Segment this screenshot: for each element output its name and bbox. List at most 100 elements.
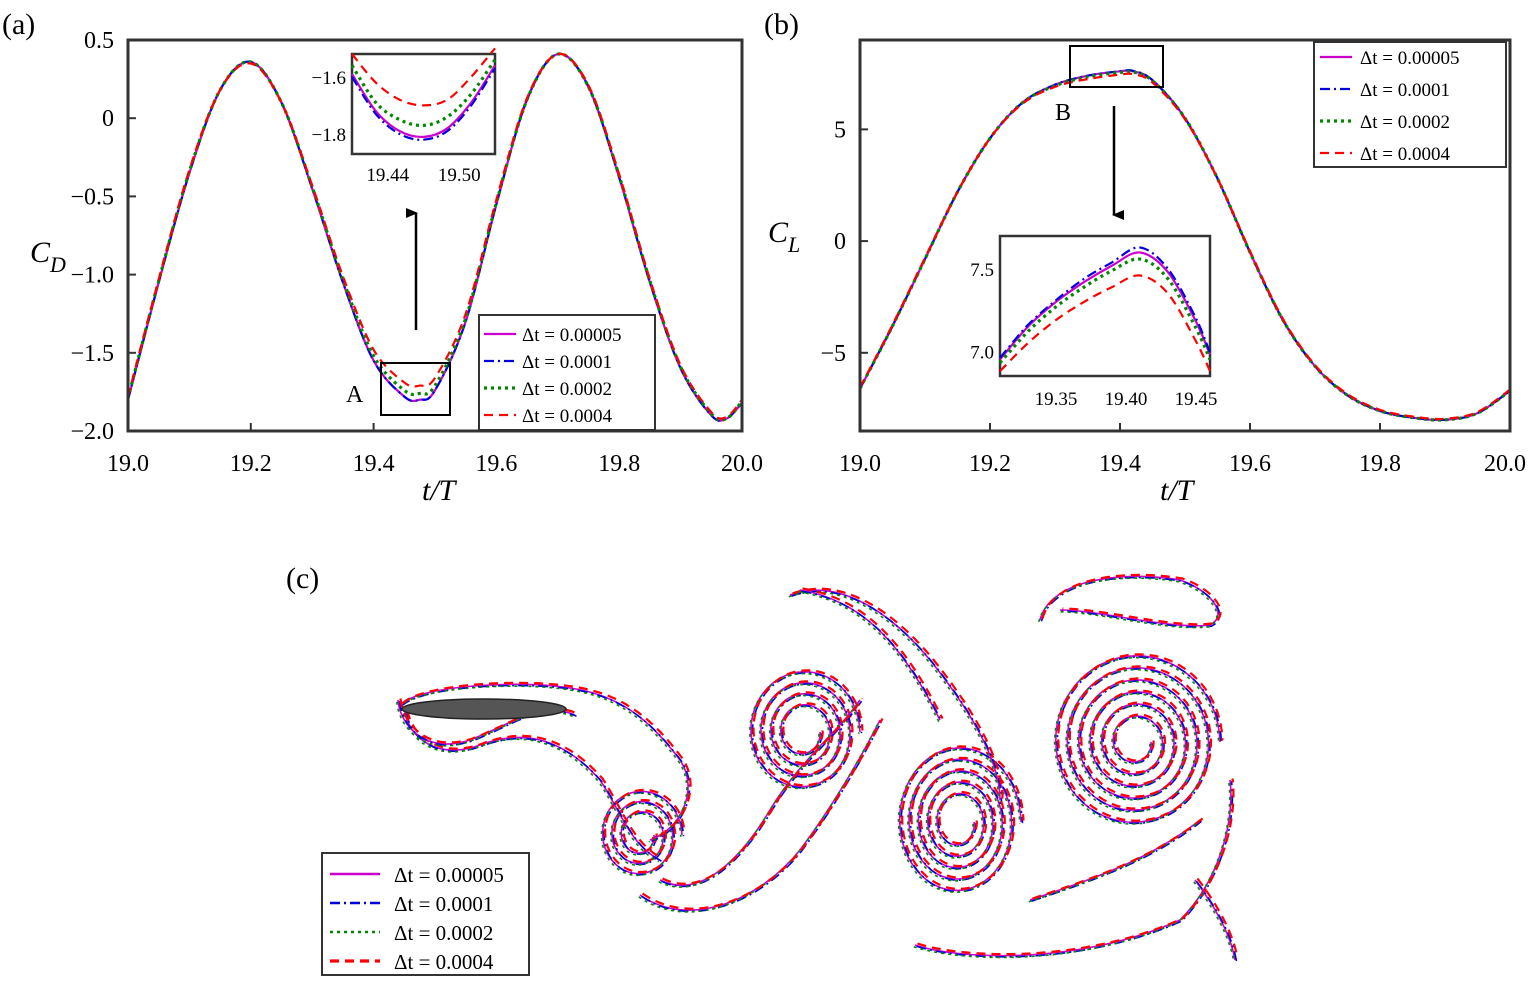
legend-c-label: Δt = 0.0004 xyxy=(394,950,494,974)
legend-b-entries: Δt = 0.00005 Δt = 0.0001 Δt = 0.0002 Δt = 0… xyxy=(1320,48,1459,165)
vortex-2-contour xyxy=(900,748,1024,893)
chart-b: 19.0 19.2 19.4 19.6 19.8 20.0 5 0 −5 CL t/T B 19… xyxy=(768,38,1526,507)
legend-b-label: Δt = 0.00005 xyxy=(1360,48,1459,69)
chart-a-xtick-label: 19.0 xyxy=(107,451,149,477)
chart-a: 19.0 19.2 19.4 19.6 19.8 20.0 0.5 0 −0.5 −1.0 −1.5… xyxy=(30,28,763,507)
shear-layer-lower-contour xyxy=(403,713,660,863)
vortex-3-contour xyxy=(1053,656,1220,825)
filament-3-contour xyxy=(788,591,1000,802)
inset-b-series-2 xyxy=(999,246,1212,359)
vortex-4-contour xyxy=(603,791,685,876)
filament-2-contour xyxy=(639,719,881,911)
chart-a-axes-frame xyxy=(126,38,744,433)
filament-6-contour xyxy=(916,781,1234,958)
chart-a-ytick-label: 0 xyxy=(102,106,114,132)
inset-a: 19.44 19.50 −1.6 −1.8 xyxy=(312,47,497,186)
chart-b-series-4 xyxy=(859,72,1511,421)
filament-4-contour xyxy=(802,587,944,719)
marker-b: B xyxy=(1055,100,1071,126)
shear-layer-upper-contour xyxy=(398,685,688,843)
legend-a-label: Δt = 0.00005 xyxy=(522,325,621,346)
elliptic-foil-body xyxy=(401,698,567,720)
filament-6-contour xyxy=(917,778,1235,956)
vortex-1-contour xyxy=(752,669,864,787)
shear-layer-upper-contour xyxy=(401,681,692,840)
vortex-3-contour xyxy=(1057,653,1224,822)
filament-5-contour xyxy=(1040,576,1221,628)
inset-a-ytick-label: −1.8 xyxy=(312,125,346,146)
vortex-2-contour xyxy=(901,745,1025,891)
filament-4-contour xyxy=(801,590,943,722)
shear-layer-lower-contour xyxy=(406,710,663,860)
vortex-3-contour xyxy=(1054,654,1221,824)
inset-b-ytick-label: 7.5 xyxy=(970,260,994,281)
filament-3-contour xyxy=(791,590,1003,802)
inset-b-frame xyxy=(998,234,1212,378)
inset-b-xtick-label: 19.40 xyxy=(1105,389,1148,410)
chart-b-ylabel: CL xyxy=(768,216,800,257)
filament-7-contour xyxy=(1032,817,1204,900)
legend-b-label: Δt = 0.0002 xyxy=(1360,112,1450,133)
inset-a-xtick-label: 19.50 xyxy=(438,165,481,186)
chart-b-axes-frame xyxy=(858,38,1512,433)
panel-label-c: (c) xyxy=(286,562,319,595)
inset-b-series-1 xyxy=(999,251,1212,361)
chart-b-xtick-label: 19.6 xyxy=(1229,451,1271,477)
filament-6-contour xyxy=(913,781,1231,959)
chart-b-series xyxy=(858,68,1511,422)
legend-a-label: Δt = 0.0001 xyxy=(522,352,612,373)
chart-b-ticks: 19.0 19.2 19.4 19.6 19.8 20.0 5 0 −5 xyxy=(820,117,1526,477)
legend-c-label: Δt = 0.00005 xyxy=(394,863,504,887)
chart-a-xtick-label: 19.2 xyxy=(230,451,272,477)
chart-b-xtick-label: 19.8 xyxy=(1359,451,1401,477)
chart-b-xtick-label: 19.0 xyxy=(839,451,881,477)
chart-b-xtick-label: 20.0 xyxy=(1484,451,1526,477)
inset-a-series-3 xyxy=(350,58,497,128)
chart-b-ytick-label: −5 xyxy=(820,341,846,367)
filament-2-contour xyxy=(638,721,880,913)
filament-8-contour xyxy=(1193,881,1235,962)
inset-b-xtick-label: 19.45 xyxy=(1175,389,1218,410)
filament-4-contour xyxy=(798,591,940,723)
filament-1-contour xyxy=(662,697,864,885)
chart-a-ytick-label: 0.5 xyxy=(84,28,114,54)
inset-b-series-3 xyxy=(998,257,1212,364)
filament-7-contour xyxy=(1031,820,1202,902)
chart-b-xtick-label: 19.2 xyxy=(969,451,1011,477)
vortex-4-contour xyxy=(601,790,683,875)
filament-8-contour xyxy=(1194,879,1236,961)
legend-c-entries: Δt = 0.00005 Δt = 0.0001 Δt = 0.0002 Δt = 0… xyxy=(330,863,504,974)
vortex-2-contour xyxy=(897,748,1021,894)
chart-a-ytick-label: −1.5 xyxy=(70,341,114,367)
panel-label-a: (a) xyxy=(2,8,35,41)
inset-a-series-4 xyxy=(351,47,496,107)
marker-a: A xyxy=(346,382,364,408)
legend-a-entries: Δt = 0.00005 Δt = 0.0001 Δt = 0.0002 Δt = 0… xyxy=(484,325,621,427)
chart-a-xtick-label: 19.8 xyxy=(598,451,640,477)
inset-b-xtick-label: 19.35 xyxy=(1035,389,1078,410)
legend-c-label: Δt = 0.0001 xyxy=(394,892,493,916)
legend-b-label: Δt = 0.0004 xyxy=(1360,144,1450,165)
shear-layer-lower-contour xyxy=(405,713,662,862)
chart-a-xtick-label: 19.6 xyxy=(475,451,517,477)
chart-b-ytick-label: 0 xyxy=(834,229,846,255)
inset-a-series-2 xyxy=(351,67,496,141)
chart-a-ticks: 19.0 19.2 19.4 19.6 19.8 20.0 0.5 0 −0.5 −1.0 −1.5… xyxy=(70,28,763,477)
vorticity-contours: Δt = 0.00005 Δt = 0.0001 Δt = 0.0002 Δt = 0… xyxy=(321,573,1239,976)
shear-layer-upper-contour xyxy=(400,684,691,842)
chart-a-xtick-label: 19.4 xyxy=(353,451,395,477)
filament-1-contour xyxy=(658,701,860,888)
chart-b-ytick-label: 5 xyxy=(834,117,846,143)
inset-b: 19.35 19.40 19.45 7.5 7.0 xyxy=(970,246,1218,410)
chart-b-xtick-label: 19.4 xyxy=(1099,451,1141,477)
inset-a-series-1 xyxy=(351,64,496,139)
vortex-1-contour xyxy=(748,672,860,790)
chart-a-series xyxy=(126,52,744,422)
chart-a-ylabel: CD xyxy=(30,236,66,277)
filament-2-contour xyxy=(641,720,883,912)
filament-7-contour xyxy=(1029,819,1201,901)
filament-8-contour xyxy=(1195,880,1238,962)
chart-a-xlabel: t/T xyxy=(422,474,458,507)
legend-a-label: Δt = 0.0004 xyxy=(522,406,612,427)
